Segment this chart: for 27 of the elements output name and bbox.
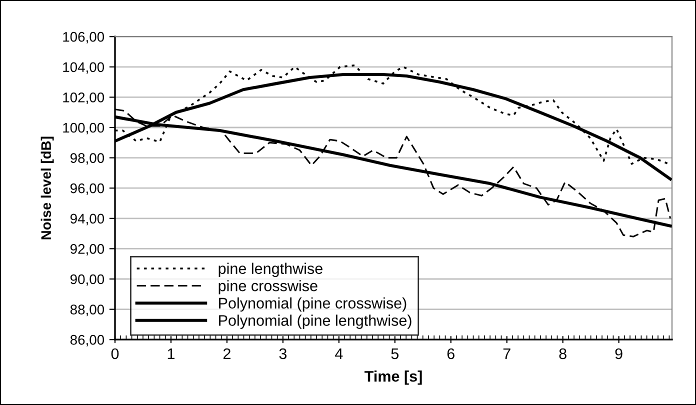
y-tick-label: 90,00 <box>70 274 104 286</box>
y-tick-label: 88,00 <box>70 304 104 316</box>
x-tick-label: 4 <box>335 348 343 360</box>
x-tick-label: 2 <box>223 348 230 360</box>
y-tick-label: 104,00 <box>63 62 104 74</box>
x-tick-label: 6 <box>447 348 454 360</box>
legend-label: Polynomial (pine lengthwise) <box>219 314 412 329</box>
y-tick-label: 94,00 <box>70 214 104 226</box>
y-tick-label: 100,00 <box>63 122 104 134</box>
x-tick-label: 9 <box>615 348 622 360</box>
x-tick-label: 3 <box>279 348 287 360</box>
y-tick-label: 92,00 <box>70 244 104 256</box>
x-tick-label: 5 <box>391 348 399 360</box>
y-tick-label: 106,00 <box>63 32 104 44</box>
y-axis-title: Noise level [dB] <box>40 136 54 240</box>
x-tick-label: 8 <box>559 348 566 360</box>
legend-label: pine lengthwise <box>218 262 322 278</box>
x-axis-title: Time [s] <box>364 370 422 385</box>
legend-label: pine crosswise <box>218 280 318 294</box>
y-tick-label: 102,00 <box>63 92 104 104</box>
x-tick-label: 7 <box>503 348 510 360</box>
x-tick-label: 0 <box>111 348 119 360</box>
y-tick-label: 96,00 <box>70 183 104 195</box>
x-tick-label: 1 <box>168 348 174 360</box>
legend-label: Polynomial (pine crosswise) <box>219 297 406 312</box>
y-tick-label: 86,00 <box>70 334 104 346</box>
y-tick-label: 98,00 <box>70 153 104 165</box>
